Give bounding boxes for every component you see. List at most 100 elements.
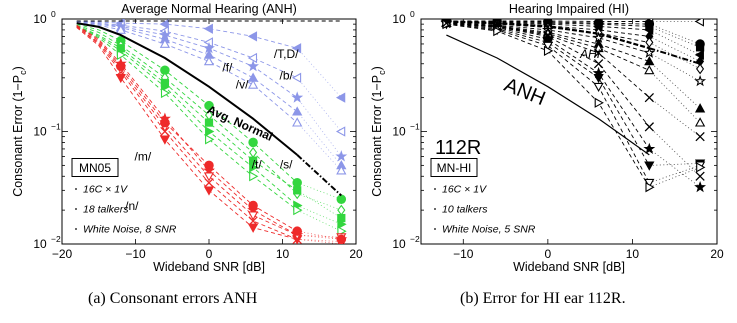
series-point — [695, 43, 705, 52]
series-point — [593, 42, 604, 53]
series — [441, 19, 706, 127]
series-line-tail — [297, 230, 342, 240]
series-point — [696, 63, 705, 75]
legend-title-box — [430, 158, 478, 177]
series-line-tail — [649, 23, 701, 45]
average-line-tail — [649, 47, 701, 65]
series-point — [695, 171, 705, 181]
series-point — [293, 204, 303, 216]
series-point — [247, 52, 258, 64]
series-point — [248, 156, 258, 165]
series-point — [204, 178, 214, 188]
series-point — [203, 186, 215, 196]
series-point — [247, 79, 259, 89]
annotation-label: /s/ — [280, 157, 293, 171]
series-line-tail — [296, 189, 342, 219]
series-line — [76, 21, 298, 79]
series-point — [160, 87, 171, 99]
series — [442, 19, 706, 193]
y-axis-label-close: ) — [11, 66, 25, 70]
series-point — [336, 234, 347, 244]
series-line-tail — [297, 209, 342, 232]
legend-bullet — [75, 188, 77, 190]
y-tick-exponent: −1 — [51, 122, 61, 132]
series-point — [160, 117, 170, 128]
series-line-tail — [649, 61, 701, 109]
series-line-tail — [649, 36, 701, 62]
y-tick-label: 10 — [33, 12, 47, 26]
legend-item: White Noise, 5 SNR — [442, 224, 536, 236]
series-point — [249, 162, 259, 173]
series-point — [694, 19, 704, 27]
annotation-label: /n/ — [125, 199, 139, 213]
legend-item: 16C × 1V — [83, 184, 128, 196]
series-point — [115, 24, 126, 34]
series-point — [204, 118, 214, 127]
series-line-tail — [649, 167, 701, 188]
y-tick-exponent: −1 — [410, 122, 420, 132]
series-point — [644, 122, 655, 132]
series-point — [645, 182, 655, 193]
series-point — [643, 142, 656, 155]
y-axis-label: Consonant Error (1−Pc) — [370, 66, 387, 197]
plot-area — [440, 19, 707, 193]
series-point — [203, 56, 215, 66]
series-line — [76, 21, 298, 98]
series-line-tail — [297, 234, 342, 238]
series-point — [248, 137, 258, 148]
series-point — [335, 126, 346, 137]
series-point — [493, 25, 503, 37]
series-point — [694, 103, 706, 113]
chart-hi: Hearing Impaired (HI) 10 −2 10 −1 10 0 −10 0 10 20… — [370, 2, 724, 274]
series-line-tail — [297, 234, 342, 240]
y-axis-label-close: ) — [370, 66, 384, 70]
series-point — [543, 30, 553, 40]
x-tick-label: 20 — [349, 247, 363, 261]
y-axis-label-sub: c — [18, 70, 28, 75]
series-point — [694, 181, 707, 193]
chart-title: Average Normal Hearing (ANH) — [121, 2, 297, 16]
y-tick-label: 10 — [33, 125, 47, 139]
annotation-label: /v/ — [236, 78, 249, 92]
series-point — [335, 92, 346, 103]
series-line — [76, 26, 298, 240]
series — [76, 19, 346, 103]
series — [441, 19, 706, 171]
y-tick-label: 10 — [392, 12, 406, 26]
y-axis-label: Consonant Error (1−Pc) — [11, 66, 28, 197]
x-tick-label: 0 — [545, 247, 552, 261]
plot-area — [76, 19, 348, 244]
series-line-tail — [649, 29, 701, 56]
series-line-tail — [297, 193, 342, 211]
legend-bullet — [434, 208, 436, 210]
series — [441, 19, 706, 113]
x-axis-label: Wideband SNR [dB] — [153, 260, 265, 274]
series-line-tail — [296, 111, 342, 166]
series-point — [336, 194, 347, 204]
series-point — [694, 117, 706, 127]
series-point — [292, 106, 303, 116]
series-point — [644, 161, 655, 171]
series-line-tail — [297, 238, 342, 242]
series-point — [293, 186, 302, 195]
legend-bullet — [434, 188, 436, 190]
series-line-tail — [296, 122, 342, 171]
x-tick-label: 10 — [276, 247, 290, 261]
series-point — [543, 45, 554, 57]
series-line-tail — [649, 52, 701, 82]
series-line-tail — [297, 238, 342, 244]
series-point — [249, 146, 258, 159]
ear-label: 112R — [435, 137, 481, 159]
series — [76, 22, 347, 175]
series-point — [247, 211, 259, 221]
legend-item: White Noise, 8 SNR — [83, 224, 177, 236]
legend-bullet — [75, 228, 77, 230]
series — [76, 26, 347, 237]
series-line — [76, 21, 298, 49]
annotation-label: AHI — [579, 47, 601, 61]
series-point — [696, 162, 706, 173]
series-point — [203, 23, 213, 34]
series-point — [542, 41, 554, 51]
series-point — [336, 165, 347, 175]
